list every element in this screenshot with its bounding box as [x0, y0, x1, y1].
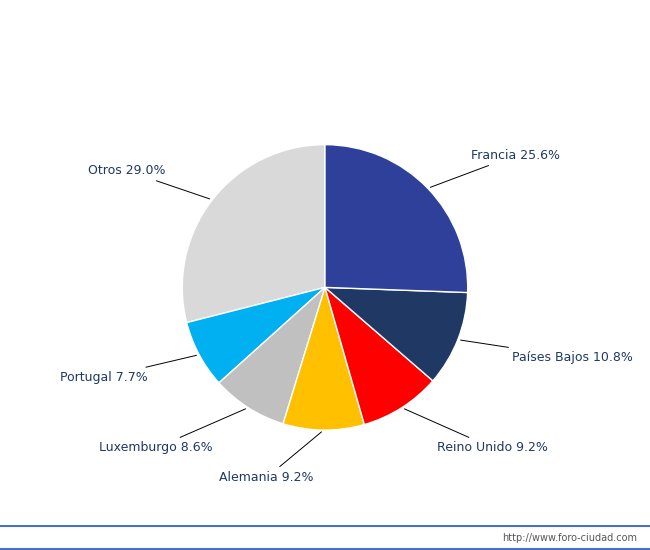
Text: Alemania 9.2%: Alemania 9.2% — [219, 432, 322, 484]
Text: Portugal 7.7%: Portugal 7.7% — [60, 355, 196, 384]
Text: Francia 25.6%: Francia 25.6% — [430, 148, 560, 188]
Text: Luxemburgo 8.6%: Luxemburgo 8.6% — [99, 409, 246, 454]
Wedge shape — [219, 287, 325, 424]
Wedge shape — [187, 287, 325, 383]
Text: Lora del Río - Turistas extranjeros según país - Julio de 2024: Lora del Río - Turistas extranjeros segú… — [96, 16, 554, 33]
Text: http://www.foro-ciudad.com: http://www.foro-ciudad.com — [502, 532, 637, 543]
Wedge shape — [325, 145, 468, 293]
Text: Otros 29.0%: Otros 29.0% — [88, 164, 210, 199]
Text: Reino Unido 9.2%: Reino Unido 9.2% — [404, 409, 548, 454]
Text: Países Bajos 10.8%: Países Bajos 10.8% — [461, 340, 632, 364]
Wedge shape — [182, 145, 325, 323]
Wedge shape — [325, 287, 467, 381]
Wedge shape — [325, 287, 433, 425]
Wedge shape — [283, 287, 365, 430]
